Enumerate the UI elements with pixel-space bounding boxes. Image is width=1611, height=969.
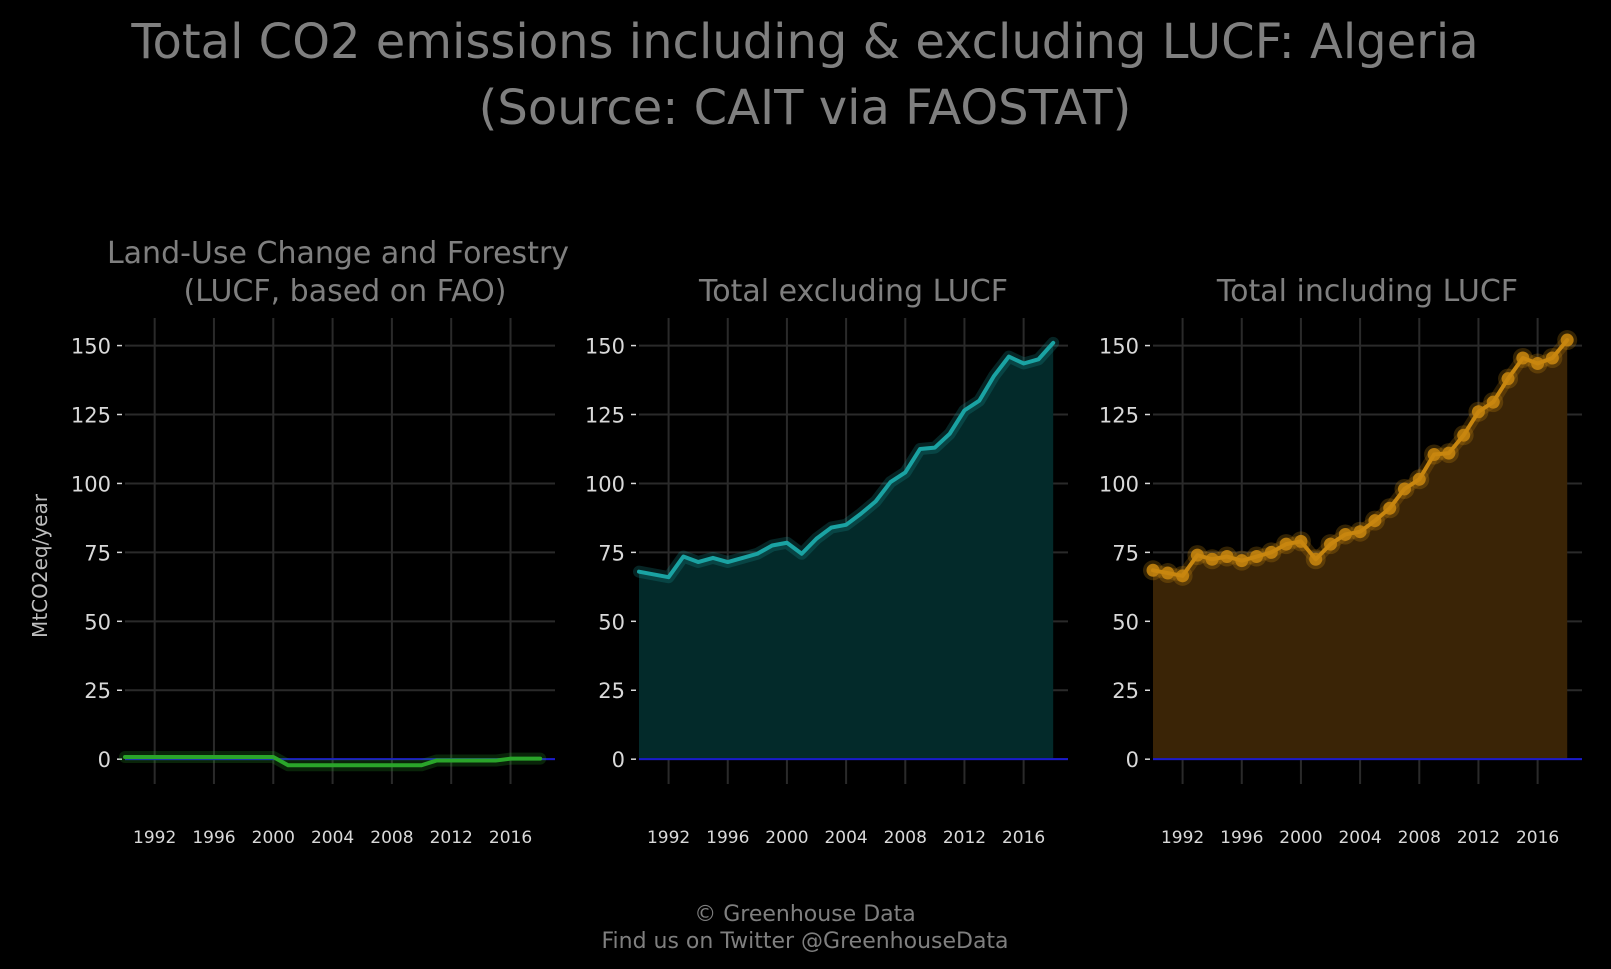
y-tick-label: 75 xyxy=(84,541,111,565)
data-point xyxy=(1427,447,1441,461)
y-tick-label: 125 xyxy=(1099,404,1139,428)
data-point xyxy=(1279,537,1293,551)
x-tick-label: 1992 xyxy=(647,828,690,848)
data-point xyxy=(1531,356,1545,370)
x-tick-label: 2012 xyxy=(943,828,986,848)
panel-2: 0 25 50 75 100 125 150 1992 1996 2000 2004 2008 2012… xyxy=(585,274,1068,848)
x-tick-label: 2000 xyxy=(252,828,295,848)
data-point xyxy=(1383,501,1397,515)
data-point xyxy=(1250,550,1264,564)
series-area xyxy=(639,342,1054,760)
y-tick-label: 75 xyxy=(598,541,625,565)
y-tick-label: 150 xyxy=(1099,335,1139,359)
y-tick-label: 50 xyxy=(84,610,111,634)
footer-twitter: Find us on Twitter @GreenhouseData xyxy=(601,929,1008,954)
panel-title: Land-Use Change and Forestry xyxy=(107,236,569,271)
x-tick-label: 2000 xyxy=(1279,828,1322,848)
y-axis-label: MtCO2eq/year xyxy=(28,493,52,638)
y-tick-label: 100 xyxy=(71,472,111,496)
y-tick-label: 75 xyxy=(1112,541,1139,565)
x-tick-label: 2000 xyxy=(765,828,808,848)
data-point xyxy=(1190,548,1204,562)
x-tick-label: 2008 xyxy=(1398,828,1441,848)
x-tick-label: 2008 xyxy=(884,828,927,848)
x-tick-label: 2016 xyxy=(1002,828,1045,848)
y-tick-label: 50 xyxy=(1112,610,1139,634)
data-point xyxy=(1294,534,1308,548)
series-line xyxy=(123,754,543,768)
data-point xyxy=(1516,351,1530,365)
data-point xyxy=(1235,554,1249,568)
data-point xyxy=(1457,428,1471,442)
panel-title: Total excluding LUCF xyxy=(698,274,1008,309)
data-point xyxy=(1161,566,1175,580)
y-tick-label: 150 xyxy=(71,335,111,359)
x-tick-label: 2008 xyxy=(370,828,413,848)
panel-subtitle: (LUCF, based on FAO) xyxy=(184,274,507,309)
data-point xyxy=(1397,482,1411,496)
y-tick-label: 25 xyxy=(84,679,111,703)
data-point xyxy=(1442,446,1456,460)
data-point xyxy=(1501,372,1515,386)
data-point xyxy=(1205,552,1219,566)
x-tick-label: 1996 xyxy=(706,828,749,848)
data-point xyxy=(1560,333,1574,347)
series-area xyxy=(1153,340,1568,760)
y-tick-label: 125 xyxy=(585,404,625,428)
data-point xyxy=(1264,545,1278,559)
chart-panels: 0 25 50 75 100 125 150 1992 1996 2000 2004 2008 2012… xyxy=(71,236,1582,848)
y-tick-label: 0 xyxy=(612,748,625,772)
data-point xyxy=(1146,563,1160,577)
series-line xyxy=(637,340,1056,580)
y-tick-label: 100 xyxy=(1099,472,1139,496)
y-tick-label: 0 xyxy=(1126,748,1139,772)
x-tick-label: 1996 xyxy=(192,828,235,848)
y-tick-label: 25 xyxy=(1112,679,1139,703)
y-tick-label: 150 xyxy=(585,335,625,359)
figure-subtitle: (Source: CAIT via FAOSTAT) xyxy=(479,80,1132,136)
panel-title: Total including LUCF xyxy=(1216,274,1518,309)
data-point xyxy=(1309,552,1323,566)
data-point xyxy=(1220,550,1234,564)
data-point xyxy=(1368,514,1382,528)
x-tick-label: 1992 xyxy=(133,828,176,848)
x-tick-label: 2016 xyxy=(489,828,532,848)
x-tick-label: 2012 xyxy=(1457,828,1500,848)
data-point xyxy=(1324,537,1338,551)
x-tick-label: 2012 xyxy=(430,828,473,848)
data-point xyxy=(1338,527,1352,541)
footer-copyright: © Greenhouse Data xyxy=(694,902,915,927)
panel-1: 0 25 50 75 100 125 150 1992 1996 2000 2004 2008 2012… xyxy=(71,236,569,848)
data-point xyxy=(1545,351,1559,365)
panel-3: 0 25 50 75 100 125 150 1992 1996 2000 2004 2008 2012… xyxy=(1099,274,1582,848)
figure-title: Total CO2 emissions including & excludin… xyxy=(130,14,1478,70)
data-point xyxy=(1471,405,1485,419)
x-tick-label: 2004 xyxy=(311,828,354,848)
y-tick-label: 50 xyxy=(598,610,625,634)
data-point xyxy=(1176,569,1190,583)
y-tick-label: 100 xyxy=(585,472,625,496)
y-tick-label: 125 xyxy=(71,404,111,428)
x-tick-label: 2016 xyxy=(1516,828,1559,848)
x-tick-label: 2004 xyxy=(1338,828,1381,848)
y-tick-label: 0 xyxy=(98,748,111,772)
y-tick-label: 25 xyxy=(598,679,625,703)
x-tick-label: 2004 xyxy=(824,828,867,848)
x-tick-label: 1996 xyxy=(1220,828,1263,848)
x-tick-label: 1992 xyxy=(1161,828,1204,848)
data-point xyxy=(1486,395,1500,409)
data-point xyxy=(1412,472,1426,486)
data-point xyxy=(1353,525,1367,539)
